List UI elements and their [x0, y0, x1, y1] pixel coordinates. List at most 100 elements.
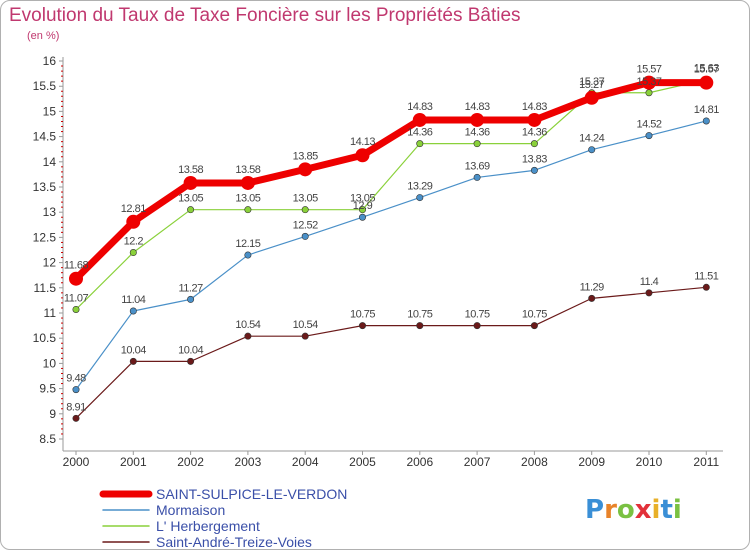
- x-tick-label: 2001: [120, 455, 147, 469]
- y-tick-label: 16: [43, 54, 57, 68]
- data-label: 15.27: [579, 79, 604, 91]
- data-label: 11.4: [640, 276, 659, 288]
- data-label: 10.75: [465, 309, 490, 321]
- data-label: 14.52: [636, 119, 661, 131]
- data-point: [473, 173, 481, 181]
- y-tick-label: 9.5: [39, 382, 56, 396]
- x-tick-label: 2000: [63, 455, 90, 469]
- data-point: [129, 307, 137, 315]
- data-label: 10.54: [293, 319, 318, 331]
- data-point: [358, 213, 366, 221]
- x-tick-label: 2004: [292, 455, 319, 469]
- data-point: [301, 206, 309, 214]
- y-tick-label: 12: [43, 256, 57, 270]
- x-tick-label: 2003: [235, 455, 262, 469]
- data-label: 10.75: [350, 309, 375, 321]
- data-label: 14.83: [407, 101, 432, 113]
- x-tick-label: 2008: [521, 455, 548, 469]
- data-label: 13.05: [178, 193, 203, 205]
- chart-title: Evolution du Taux de Taxe Foncière sur l…: [9, 5, 521, 26]
- data-point: [645, 89, 653, 97]
- data-point: [244, 251, 252, 259]
- y-tick-label: 11: [44, 306, 57, 320]
- x-tick-label: 2005: [349, 455, 376, 469]
- data-point: [588, 146, 596, 154]
- data-label: 13.58: [235, 164, 260, 176]
- data-point: [301, 232, 309, 240]
- data-point: [530, 140, 538, 148]
- data-point: [244, 332, 252, 340]
- data-label: 11.51: [694, 270, 719, 282]
- data-label: 15.57: [636, 64, 661, 76]
- data-point: [244, 206, 252, 214]
- data-point: [412, 112, 427, 127]
- data-point: [699, 75, 714, 90]
- logo-letter: P: [585, 495, 604, 525]
- y-tick-label: 10: [43, 356, 57, 370]
- data-point: [473, 140, 481, 148]
- logo-letter: r: [604, 495, 617, 525]
- data-point: [645, 132, 653, 140]
- y-tick-label: 9: [49, 407, 56, 421]
- y-tick-label: 12.5: [33, 230, 57, 244]
- data-point: [69, 271, 83, 286]
- data-label: 13.29: [407, 181, 432, 193]
- logo-letter: i: [652, 495, 661, 525]
- data-point: [416, 322, 424, 330]
- data-label: 10.54: [235, 319, 260, 331]
- data-label: 14.36: [407, 127, 432, 139]
- data-point: [358, 322, 366, 330]
- data-label: 9.48: [66, 373, 86, 385]
- data-label: 15.37: [579, 76, 604, 88]
- y-axis-unit: (en %): [27, 30, 60, 42]
- series-line-3: [75, 286, 707, 419]
- data-point: [527, 112, 542, 127]
- y-tick-label: 8.5: [39, 432, 56, 446]
- data-point: [187, 206, 195, 214]
- data-label: 11.29: [580, 281, 605, 293]
- data-label: 11.68: [64, 260, 89, 272]
- data-label: 12.9: [353, 200, 373, 212]
- proxiti-logo: Proxiti: [585, 495, 682, 525]
- data-label: 12.81: [121, 203, 146, 215]
- y-tick-label: 11.5: [34, 281, 57, 295]
- data-label: 10.75: [522, 309, 547, 321]
- data-label: 13.05: [293, 193, 318, 205]
- data-label: 12.52: [293, 219, 318, 231]
- series-line-1: [75, 120, 707, 391]
- data-label: 10.75: [407, 309, 432, 321]
- y-tick-label: 14: [43, 155, 57, 169]
- data-point: [183, 175, 198, 190]
- data-label: 15.57: [694, 64, 719, 76]
- x-tick-label: 2009: [578, 455, 605, 469]
- y-tick-label: 15: [43, 104, 57, 118]
- data-label: 14.83: [522, 101, 547, 113]
- logo-letter: o: [617, 495, 635, 525]
- logo-letter: x: [635, 495, 652, 525]
- legend-label-2: L' Herbergement: [156, 518, 260, 534]
- data-point: [298, 162, 313, 177]
- data-point: [126, 214, 141, 229]
- data-point: [72, 386, 80, 394]
- x-tick-label: 2002: [177, 455, 204, 469]
- data-point: [187, 295, 195, 303]
- data-label: 14.36: [522, 127, 547, 139]
- data-point: [473, 322, 481, 330]
- data-label: 13.58: [178, 164, 203, 176]
- data-point: [72, 414, 80, 422]
- data-point: [584, 90, 599, 105]
- logo-letter: t: [660, 495, 672, 525]
- data-point: [702, 283, 710, 291]
- data-point: [416, 194, 424, 202]
- data-point: [530, 166, 538, 174]
- data-label: 14.81: [694, 104, 719, 116]
- data-point: [129, 249, 137, 257]
- data-label: 15.37: [636, 76, 661, 88]
- data-label: 13.05: [235, 193, 260, 205]
- logo-letter: i: [673, 495, 682, 525]
- x-tick-label: 2007: [464, 455, 491, 469]
- data-point: [129, 357, 137, 365]
- data-label: 12.2: [124, 236, 144, 248]
- data-point: [187, 357, 195, 365]
- data-point: [588, 294, 596, 302]
